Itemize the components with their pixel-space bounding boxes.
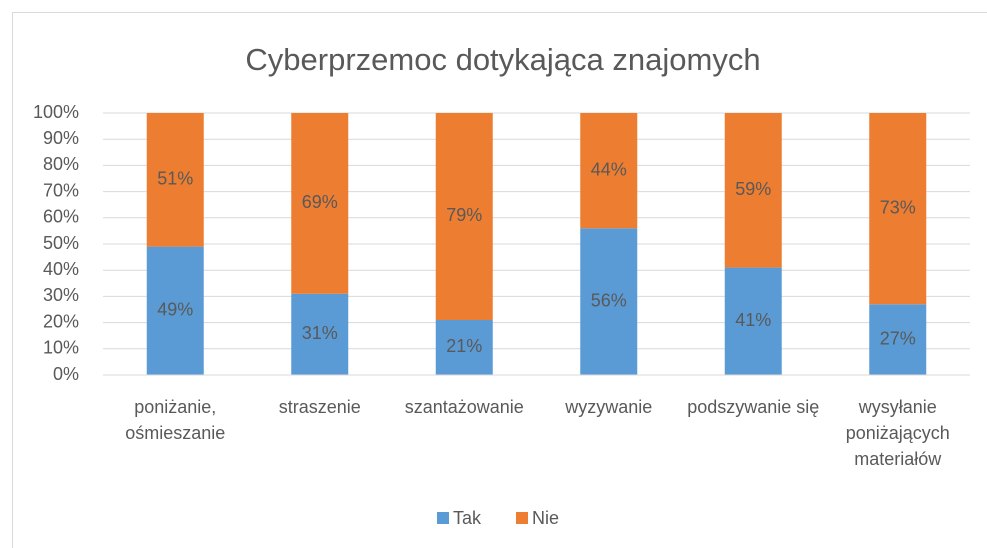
y-tick-label: 50%	[43, 233, 79, 253]
bar-segment	[291, 293, 349, 375]
y-tick-label: 100%	[33, 102, 79, 122]
data-label: 56%	[591, 290, 627, 310]
bar-segment	[435, 113, 493, 320]
x-tick-label: straszenie	[278, 397, 361, 417]
y-tick-label: 30%	[43, 285, 79, 305]
data-label: 79%	[446, 205, 482, 225]
data-label: 31%	[302, 323, 338, 343]
data-label: 73%	[880, 197, 916, 217]
y-tick-label: 80%	[43, 154, 79, 174]
legend-label: Nie	[532, 508, 559, 528]
x-tick-label: szantażowanie	[404, 397, 524, 417]
y-tick-label: 90%	[43, 128, 79, 148]
y-tick-label: 40%	[43, 259, 79, 279]
bar-segment	[869, 304, 927, 375]
x-tick-label: poniżanie, ośmieszanie	[125, 397, 226, 443]
bar-segment	[146, 113, 204, 247]
y-tick-label: 20%	[43, 311, 79, 331]
data-label: 59%	[735, 179, 771, 199]
x-tick-label: podszywanie się	[687, 397, 820, 417]
bar-segment	[291, 113, 349, 294]
data-label: 49%	[157, 300, 193, 320]
y-tick-label: 70%	[43, 180, 79, 200]
legend-swatch	[437, 512, 449, 524]
x-tick-label: wysyłanie poniżających materiałów	[845, 397, 950, 469]
bar-segment	[724, 267, 782, 375]
data-label: 41%	[735, 310, 771, 330]
legend-swatch	[516, 512, 528, 524]
y-tick-label: 0%	[53, 364, 79, 384]
chart-border	[12, 12, 987, 548]
y-tick-label: 10%	[43, 338, 79, 358]
bar-segment	[724, 113, 782, 268]
chart-title: Cyberprzemoc dotykająca znajomych	[245, 42, 760, 77]
data-label: 51%	[157, 169, 193, 189]
data-label: 27%	[880, 328, 916, 348]
data-label: 21%	[446, 336, 482, 356]
y-tick-label: 60%	[43, 207, 79, 227]
bar-segment	[580, 228, 638, 375]
bar-segment	[869, 113, 927, 305]
x-tick-label: wyzywanie	[565, 397, 653, 417]
bar-segment	[580, 113, 638, 229]
bar-segment	[435, 319, 493, 375]
data-label: 44%	[591, 159, 627, 179]
bar-segment	[146, 246, 204, 375]
legend-label: Tak	[453, 508, 482, 528]
data-label: 69%	[302, 192, 338, 212]
